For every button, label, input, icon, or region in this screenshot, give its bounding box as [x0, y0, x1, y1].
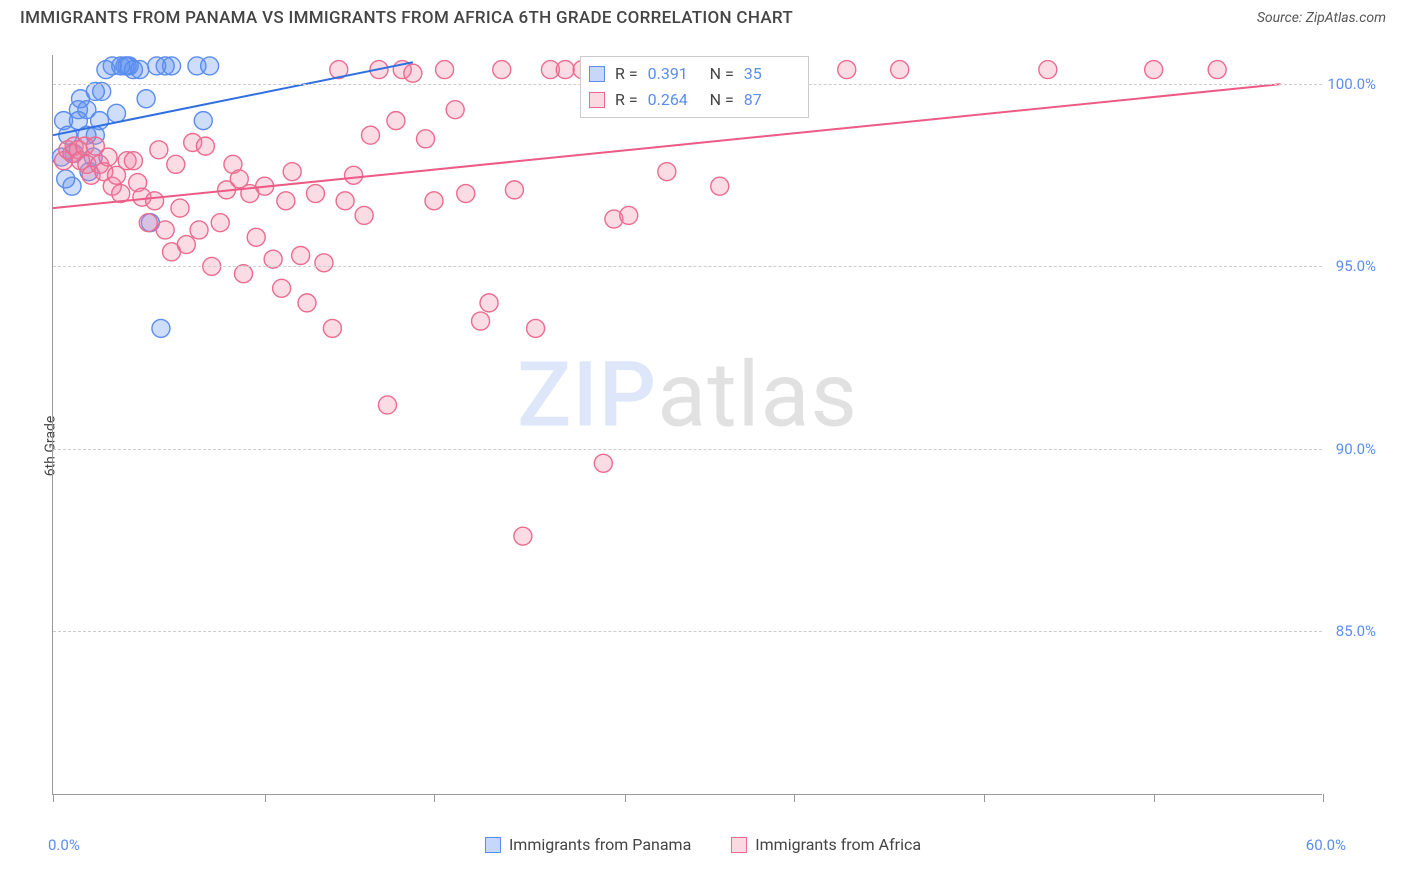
x-axis-max-label: 60.0%: [1306, 836, 1346, 854]
data-point: [838, 61, 856, 79]
data-point: [201, 57, 219, 75]
data-point: [283, 163, 301, 181]
scatter-svg: [53, 55, 1322, 794]
data-point: [658, 163, 676, 181]
data-point: [156, 221, 174, 239]
data-point: [425, 192, 443, 210]
data-point: [480, 294, 498, 312]
y-tick-label: 100.0%: [1327, 75, 1376, 93]
swatch-blue-icon: [589, 66, 605, 82]
series-legend: Immigrants from Panama Immigrants from A…: [485, 835, 921, 854]
data-point: [118, 57, 136, 75]
data-point: [167, 155, 185, 173]
data-point: [378, 396, 396, 414]
data-point: [247, 228, 265, 246]
x-tick: [1154, 794, 1155, 802]
data-point: [345, 166, 363, 184]
x-tick: [984, 794, 985, 802]
data-point: [505, 181, 523, 199]
data-point: [57, 170, 75, 188]
data-point: [493, 61, 511, 79]
data-point: [124, 152, 142, 170]
swatch-pink-icon: [731, 837, 747, 853]
data-point: [514, 527, 532, 545]
x-tick: [434, 794, 435, 802]
data-point: [336, 192, 354, 210]
data-point: [436, 61, 454, 79]
chart-source: Source: ZipAtlas.com: [1257, 10, 1386, 26]
data-point: [177, 236, 195, 254]
chart-header: IMMIGRANTS FROM PANAMA VS IMMIGRANTS FRO…: [0, 0, 1406, 34]
data-point: [273, 279, 291, 297]
data-point: [150, 141, 168, 159]
gridline: [53, 449, 1322, 450]
data-point: [277, 192, 295, 210]
y-tick-label: 90.0%: [1336, 440, 1376, 458]
y-tick-label: 85.0%: [1336, 622, 1376, 640]
data-point: [211, 214, 229, 232]
data-point: [298, 294, 316, 312]
legend-row-africa: R = 0.264 N = 87: [589, 87, 796, 113]
chart-title: IMMIGRANTS FROM PANAMA VS IMMIGRANTS FRO…: [20, 8, 793, 28]
data-point: [472, 312, 490, 330]
data-point: [315, 254, 333, 272]
data-point: [137, 90, 155, 108]
data-point: [594, 454, 612, 472]
data-point: [711, 177, 729, 195]
data-point: [527, 319, 545, 337]
gridline: [53, 266, 1322, 267]
swatch-blue-icon: [485, 837, 501, 853]
data-point: [362, 126, 380, 144]
data-point: [139, 214, 157, 232]
data-point: [306, 185, 324, 203]
swatch-pink-icon: [589, 92, 605, 108]
legend-label: Immigrants from Panama: [509, 835, 691, 854]
data-point: [108, 104, 126, 122]
plot-area: ZIPatlas: [52, 55, 1322, 795]
data-point: [190, 221, 208, 239]
x-tick: [1323, 794, 1324, 802]
data-point: [196, 137, 214, 155]
data-point: [171, 199, 189, 217]
data-point: [1208, 61, 1226, 79]
data-point: [292, 246, 310, 264]
data-point: [163, 57, 181, 75]
data-point: [99, 148, 117, 166]
x-tick: [625, 794, 626, 802]
data-point: [457, 185, 475, 203]
data-point: [387, 112, 405, 130]
data-point: [446, 101, 464, 119]
data-point: [323, 319, 341, 337]
legend-item-africa: Immigrants from Africa: [731, 835, 921, 854]
x-tick: [53, 794, 54, 802]
x-tick: [265, 794, 266, 802]
data-point: [355, 206, 373, 224]
gridline: [53, 631, 1322, 632]
correlation-legend: R = 0.391 N = 35 R = 0.264 N = 87: [580, 56, 809, 118]
data-point: [1039, 61, 1057, 79]
x-tick: [794, 794, 795, 802]
data-point: [194, 112, 212, 130]
data-point: [152, 319, 170, 337]
legend-label: Immigrants from Africa: [755, 835, 921, 854]
legend-item-panama: Immigrants from Panama: [485, 835, 691, 854]
data-point: [556, 61, 574, 79]
legend-row-panama: R = 0.391 N = 35: [589, 61, 796, 87]
data-point: [1145, 61, 1163, 79]
y-tick-label: 95.0%: [1336, 257, 1376, 275]
data-point: [620, 206, 638, 224]
data-point: [146, 192, 164, 210]
data-point: [891, 61, 909, 79]
data-point: [404, 64, 422, 82]
x-axis-min-label: 0.0%: [48, 836, 80, 854]
data-point: [417, 130, 435, 148]
